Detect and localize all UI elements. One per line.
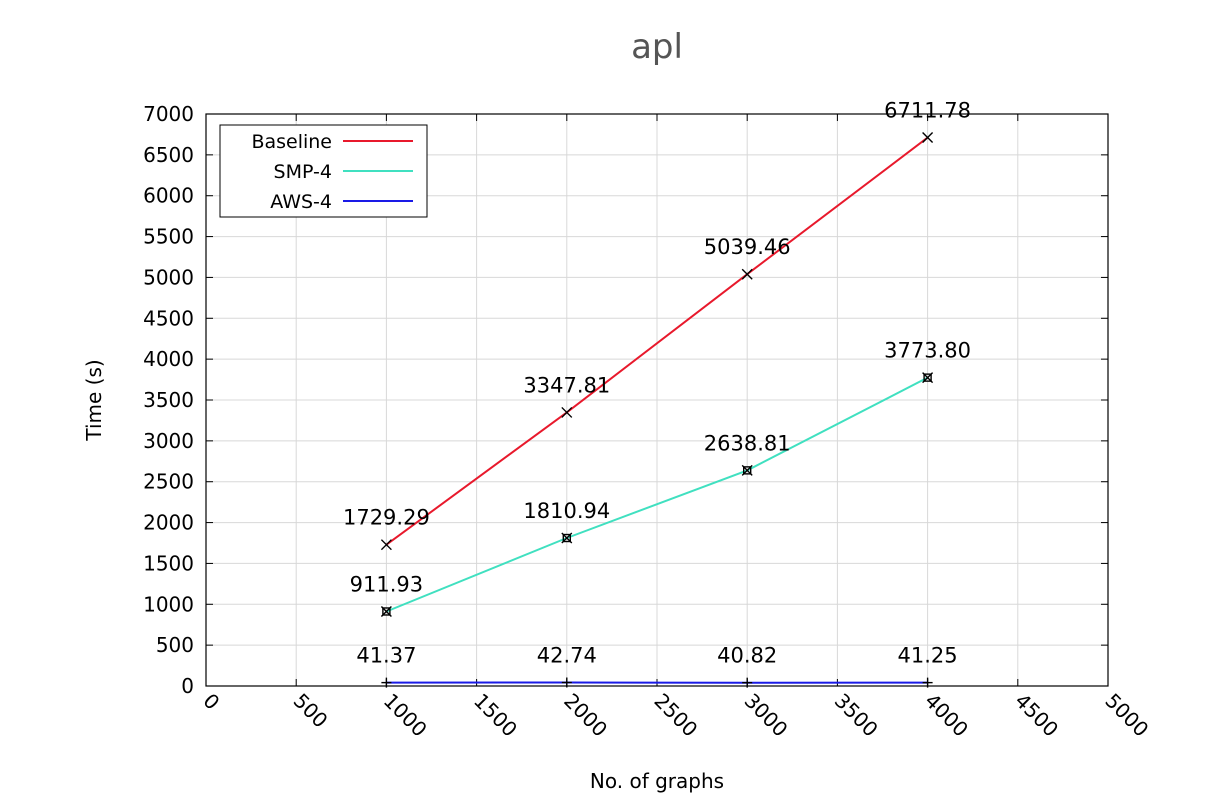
y-tick-label: 3000 [143,429,194,453]
data-label: 6711.78 [884,99,971,123]
data-label: 911.93 [350,572,423,596]
marker-stroke [561,406,573,418]
legend-label: Baseline [251,131,332,153]
data-point-marker [741,464,753,476]
series-line-baseline [385,136,929,546]
data-point-marker [561,532,573,544]
x-tick-label: 4500 [1010,689,1063,742]
y-tick-label: 2500 [143,470,194,494]
x-tick-label: 3000 [740,689,793,742]
x-tick-label: 5000 [1100,689,1153,742]
data-label: 3347.81 [523,373,610,397]
data-point-marker [380,605,392,617]
y-tick-label: 6500 [143,143,194,167]
data-labels: 1729.29 3347.81 5039.46 6711.78 911.93 1810.9… [343,99,971,668]
marker-stroke [380,539,392,551]
x-tick-label: 3500 [830,689,883,742]
legend-label: AWS-4 [270,191,332,213]
y-tick-label: 5500 [143,225,194,249]
x-tick-label: 1000 [379,689,432,742]
series-line-smp-4 [386,376,929,613]
x-tick-label: 2500 [649,689,702,742]
y-tick-label: 4500 [143,306,194,330]
data-point-marker [742,677,753,688]
y-tick-label: 0 [181,674,194,698]
marker-stroke [922,132,934,144]
data-label: 40.82 [717,644,777,668]
data-point-marker [381,677,392,688]
x-tick-label: 4000 [920,689,973,742]
marker-box [562,533,571,543]
data-label: 2638.81 [704,431,791,455]
data-label: 1810.94 [523,499,610,523]
y-tick-label: 5000 [143,265,194,289]
grid [205,113,1109,687]
x-tick-label: 1500 [469,689,522,742]
data-label: 42.74 [537,644,597,668]
marker-box [743,466,752,475]
data-label: 41.37 [356,644,416,668]
y-tick-label: 500 [156,633,194,657]
x-axis-label: No. of graphs [590,769,724,793]
series-group [380,132,934,688]
data-point-marker [922,677,933,688]
y-tick-label: 2000 [143,511,194,535]
y-tick-label: 6000 [143,184,194,208]
y-tick-label: 4000 [143,347,194,371]
marker-box [382,607,391,616]
data-point-marker [561,406,573,418]
data-point-marker [561,677,572,688]
y-tick-label: 1500 [143,551,194,575]
y-tick-label: 7000 [143,102,194,126]
data-label: 3773.80 [884,339,971,363]
data-point-marker [922,372,934,384]
data-label: 1729.29 [343,506,430,530]
chart-title: apl [631,27,683,67]
x-tick-label: 2000 [559,689,612,742]
legend: Baseline SMP-4 AWS-4 [219,124,428,218]
legend-label: SMP-4 [274,161,332,183]
plot-frame [205,113,1109,687]
data-point-marker [922,132,934,144]
marker-stroke [741,268,753,280]
data-label: 5039.46 [704,235,791,259]
y-tick-label: 3500 [143,388,194,412]
data-point-marker [380,539,392,551]
x-tick-label: 0 [198,689,224,715]
x-tick-label: 500 [289,689,333,733]
data-label: 41.25 [898,644,958,668]
marker-box [923,373,932,382]
y-tick-label: 1000 [143,592,194,616]
y-axis-label: Time (s) [82,359,106,441]
data-point-marker [741,268,753,280]
